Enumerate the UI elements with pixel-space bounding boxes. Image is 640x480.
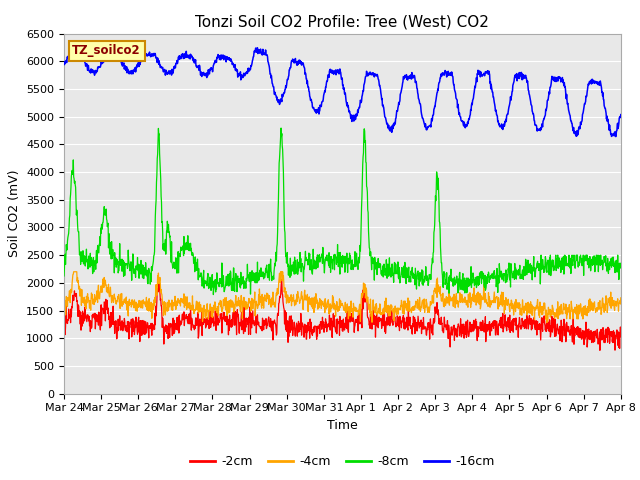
Text: TZ_soilco2: TZ_soilco2 xyxy=(72,44,141,58)
Title: Tonzi Soil CO2 Profile: Tree (West) CO2: Tonzi Soil CO2 Profile: Tree (West) CO2 xyxy=(195,15,490,30)
X-axis label: Time: Time xyxy=(327,419,358,432)
Legend: -2cm, -4cm, -8cm, -16cm: -2cm, -4cm, -8cm, -16cm xyxy=(186,450,499,473)
Y-axis label: Soil CO2 (mV): Soil CO2 (mV) xyxy=(8,170,20,257)
